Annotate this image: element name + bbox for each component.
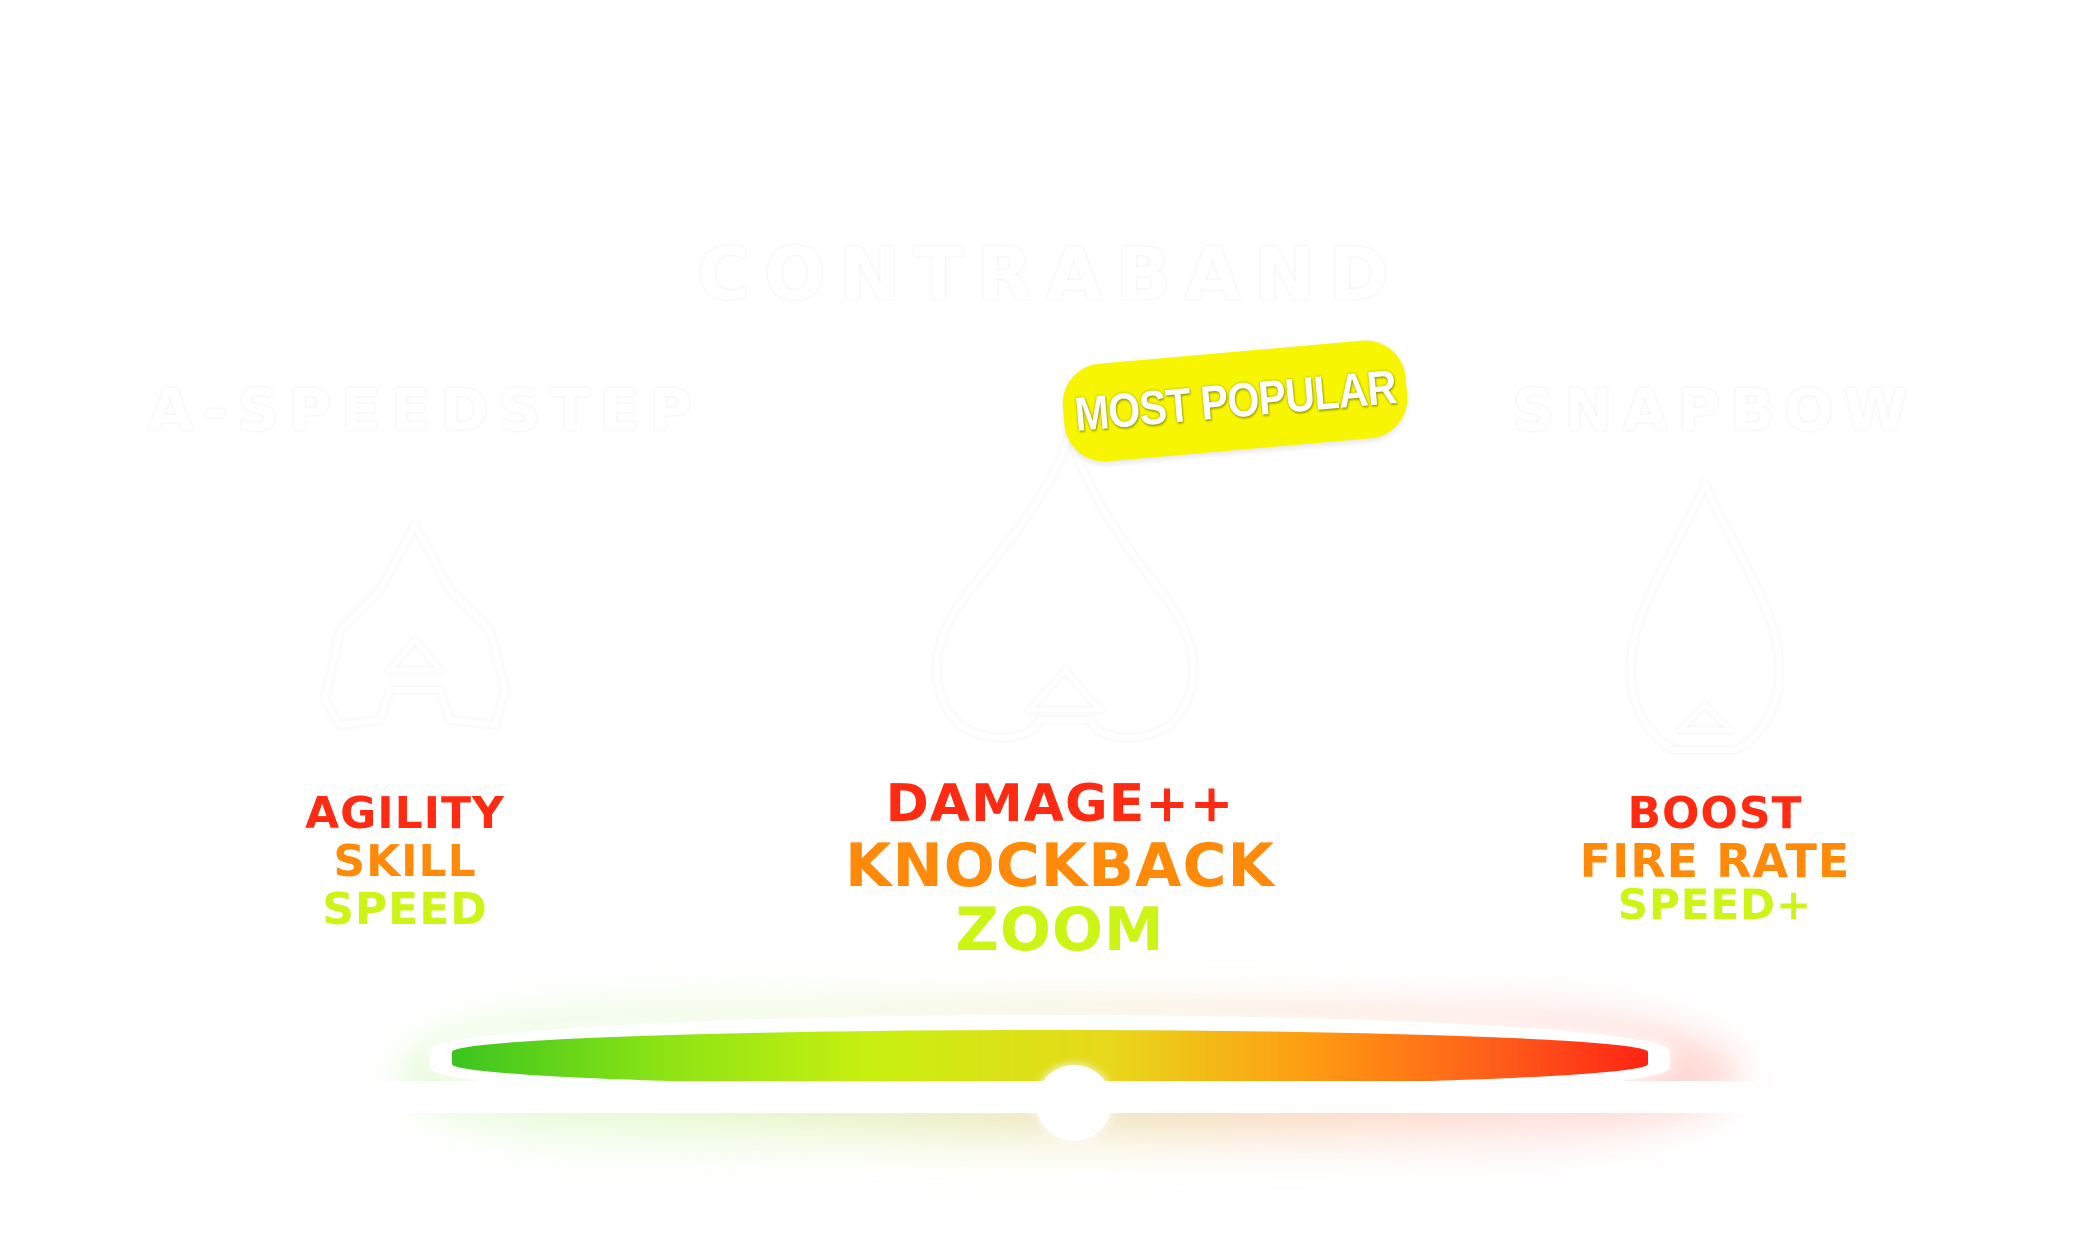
stat-right-2: FIRE RATE — [1579, 834, 1851, 888]
slider-thumb[interactable] — [1035, 1065, 1112, 1141]
bow-icon[interactable] — [1620, 477, 1790, 760]
stat-center-2: KNOCKBACK — [845, 831, 1275, 901]
stat-right-1: BOOST — [1627, 788, 1803, 839]
stat-center-1: DAMAGE++ — [885, 774, 1235, 834]
weapon-title-left: A-SPEEDSTEP — [147, 376, 703, 444]
stat-right-3: SPEED+ — [1617, 880, 1813, 929]
stat-center-3: ZOOM — [955, 895, 1165, 965]
stat-left-3: SPEED — [322, 884, 488, 935]
stats-right: BOOST FIRE RATE SPEED+ — [1510, 792, 1920, 930]
page-title: CONTRABAND — [697, 232, 1403, 316]
rifle-icon[interactable] — [920, 420, 1210, 750]
most-popular-badge: MOST POPULAR — [1059, 337, 1411, 465]
badge-label: MOST POPULAR — [1072, 360, 1398, 442]
weapon-title-right: SNAPBOW — [1512, 376, 1918, 444]
stat-left-2: SKILL — [333, 836, 477, 887]
weapon-slider-track[interactable] — [452, 1030, 1648, 1086]
stats-center: DAMAGE++ KNOCKBACK ZOOM — [780, 778, 1340, 964]
pistol-icon[interactable] — [320, 518, 510, 740]
stats-left: AGILITY SKILL SPEED — [240, 792, 570, 936]
stat-left-1: AGILITY — [305, 788, 505, 839]
